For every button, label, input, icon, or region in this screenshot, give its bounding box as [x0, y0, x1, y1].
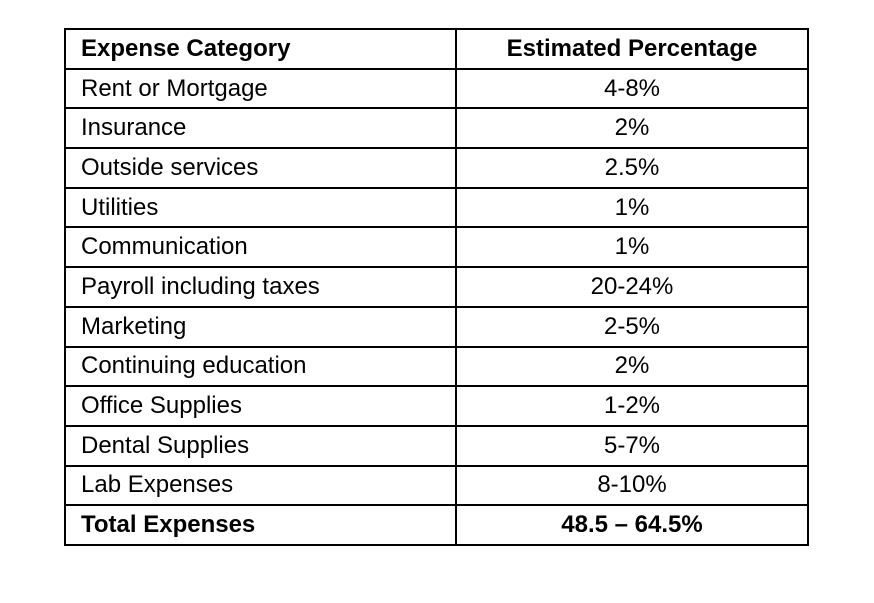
percentage-cell: 2-5%	[455, 305, 809, 348]
category-cell: Dental Supplies	[64, 424, 457, 467]
table-row: Marketing 2-5%	[64, 305, 809, 348]
total-label-cell: Total Expenses	[64, 504, 457, 546]
table-row: Rent or Mortgage 4-8%	[64, 67, 809, 110]
expense-table-header: Expense Category Estimated Percentage	[64, 28, 809, 70]
table-row: Dental Supplies 5-7%	[64, 424, 809, 467]
category-cell: Marketing	[64, 305, 457, 348]
percentage-cell: 8-10%	[455, 464, 809, 507]
category-cell: Outside services	[64, 147, 457, 189]
table-row: Communication 1%	[64, 226, 809, 269]
expense-table-body: Rent or Mortgage 4-8% Insurance 2% Outside s…	[64, 67, 809, 507]
category-cell: Rent or Mortgage	[64, 67, 457, 110]
category-cell: Payroll including taxes	[64, 266, 457, 308]
total-percentage-cell: 48.5 – 64.5%	[455, 504, 809, 546]
table-row: Continuing education 2%	[64, 345, 809, 388]
percentage-cell: 1%	[455, 226, 809, 269]
table-row: Utilities 1%	[64, 186, 809, 229]
table-row: Lab Expenses 8-10%	[64, 464, 809, 507]
expense-table: Expense Category Estimated Percentage Re…	[64, 28, 809, 546]
category-cell: Office Supplies	[64, 385, 457, 427]
header-row: Expense Category Estimated Percentage	[64, 28, 809, 70]
table-row: Office Supplies 1-2%	[64, 385, 809, 427]
percentage-cell: 2.5%	[455, 147, 809, 189]
expense-table-container: Expense Category Estimated Percentage Re…	[64, 28, 809, 546]
percentage-cell: 4-8%	[455, 67, 809, 110]
expense-table-footer: Total Expenses 48.5 – 64.5%	[64, 504, 809, 546]
table-row: Insurance 2%	[64, 107, 809, 150]
header-expense-category: Expense Category	[64, 28, 457, 70]
category-cell: Continuing education	[64, 345, 457, 388]
percentage-cell: 20-24%	[455, 266, 809, 308]
percentage-cell: 2%	[455, 107, 809, 150]
table-row: Payroll including taxes 20-24%	[64, 266, 809, 308]
header-estimated-percentage: Estimated Percentage	[455, 28, 809, 70]
percentage-cell: 2%	[455, 345, 809, 388]
percentage-cell: 5-7%	[455, 424, 809, 467]
category-cell: Utilities	[64, 186, 457, 229]
category-cell: Lab Expenses	[64, 464, 457, 507]
total-row: Total Expenses 48.5 – 64.5%	[64, 504, 809, 546]
category-cell: Insurance	[64, 107, 457, 150]
percentage-cell: 1-2%	[455, 385, 809, 427]
category-cell: Communication	[64, 226, 457, 269]
table-row: Outside services 2.5%	[64, 147, 809, 189]
percentage-cell: 1%	[455, 186, 809, 229]
